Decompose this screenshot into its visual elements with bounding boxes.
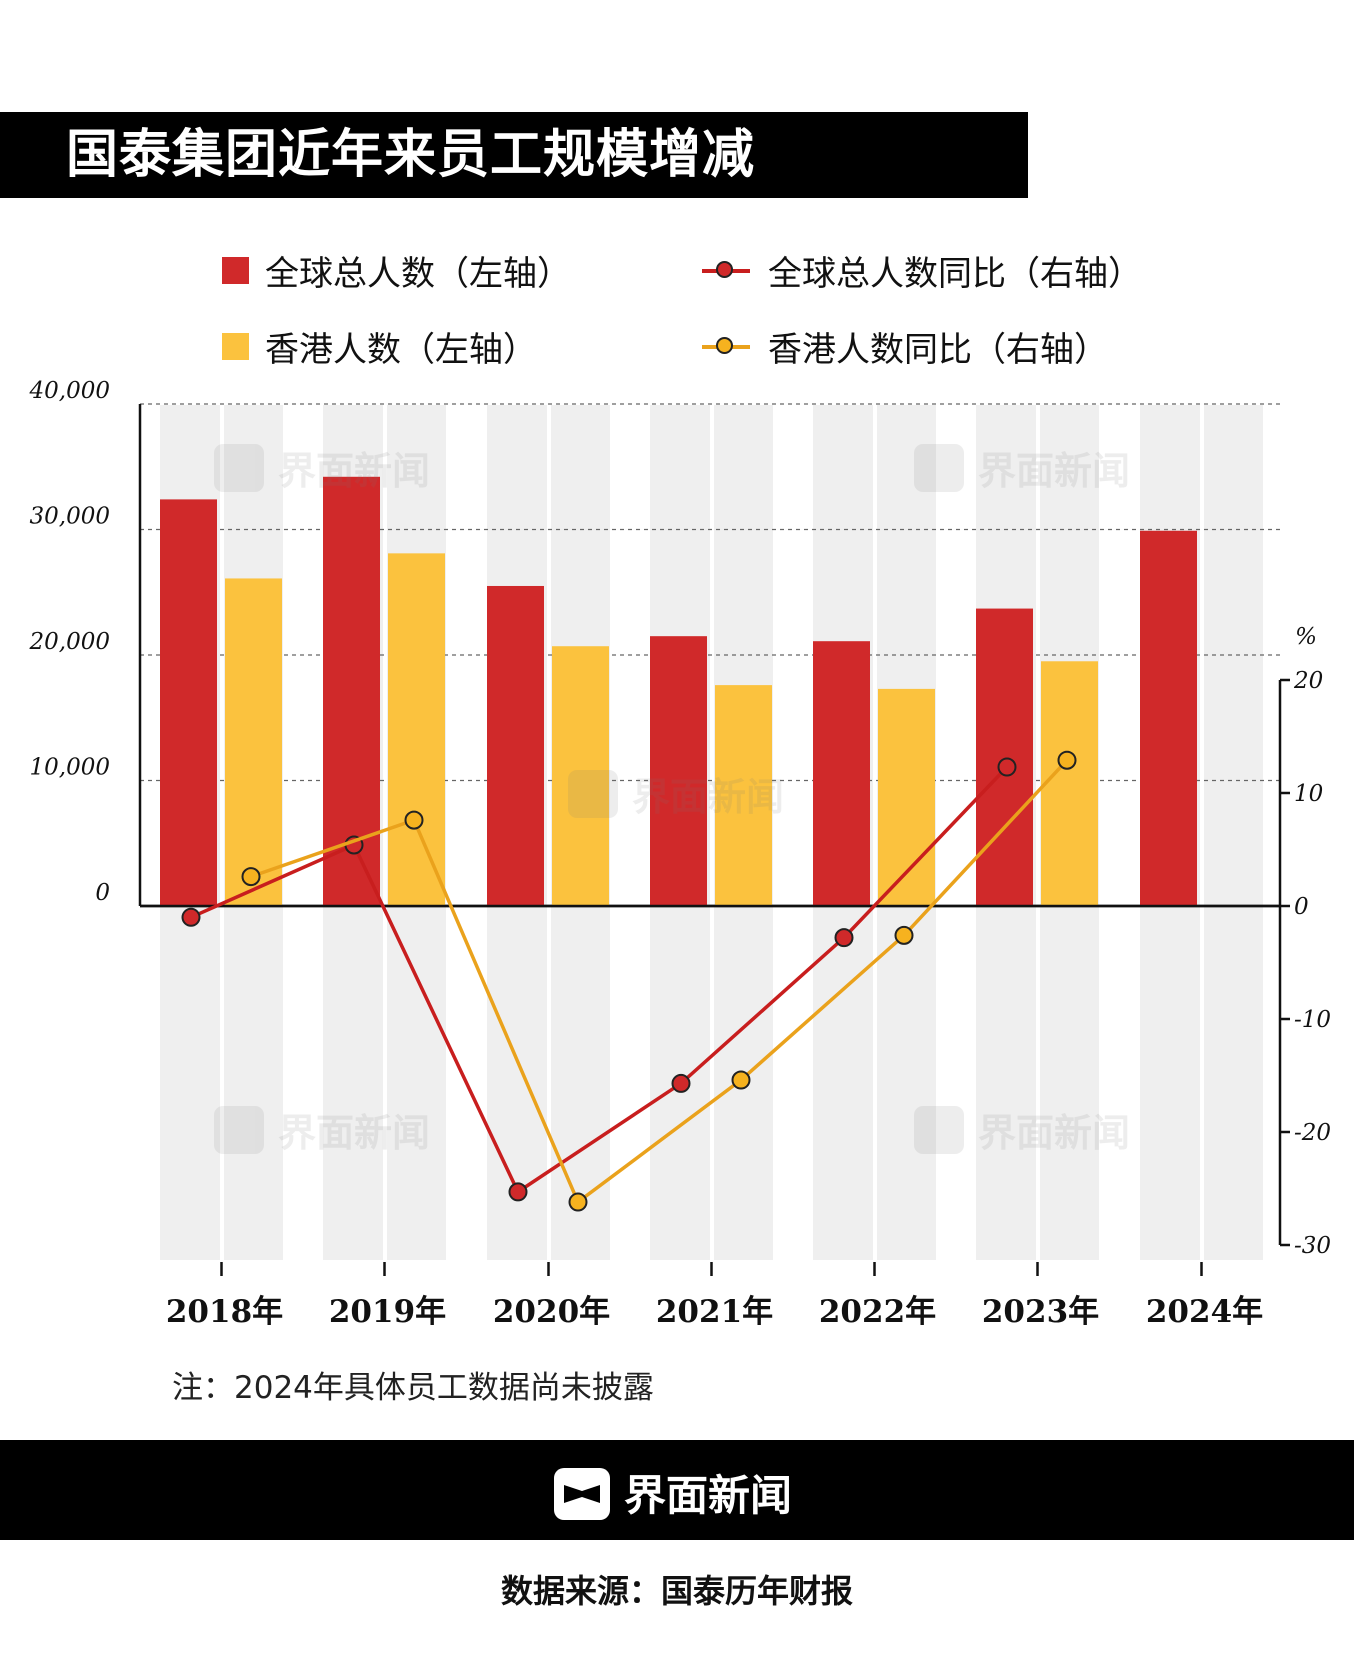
footnote: 注：2024年具体员工数据尚未披露 <box>172 1370 654 1406</box>
band-divider <box>873 405 877 1260</box>
title-bar: 国泰集团近年来员工规模增减 <box>0 112 1028 198</box>
point-hk-yoy <box>568 1192 588 1212</box>
right-tick-label: -30 <box>1294 1233 1331 1259</box>
watermark-logo-icon <box>914 1105 964 1154</box>
legend-hk: 香港人数（左轴） <box>222 322 537 371</box>
legend-label-hk: 香港人数（左轴） <box>265 330 537 370</box>
right-tick-label: -10 <box>1294 1007 1331 1033</box>
x-tick-label: 2021年 <box>656 1294 773 1330</box>
point-global-yoy <box>671 1073 691 1093</box>
x-tick-label: 2018年 <box>166 1294 283 1330</box>
band-divider <box>383 405 387 1260</box>
chart-area: 0 10,000 20,000 30,000 40,000 20 10 0 -10 -20 -30%… <box>29 380 1332 1330</box>
point-global-yoy <box>181 907 201 927</box>
left-tick-label: 40,000 <box>29 380 110 404</box>
footer-bar: 界面新闻 <box>0 1440 1354 1540</box>
legend-global-yoy: 全球总人数同比（右轴） <box>702 246 1142 295</box>
legend-marker-global-yoy <box>702 257 750 285</box>
watermark-2: 界面新闻 <box>914 440 1130 495</box>
x-tick-label: 2023年 <box>982 1294 1099 1330</box>
point-global-yoy <box>997 757 1017 777</box>
watermark-logo-icon <box>568 769 618 818</box>
right-tick-label: 10 <box>1294 781 1323 807</box>
bar-global <box>1140 530 1197 906</box>
watermark-4: 界面新闻 <box>214 1102 430 1157</box>
legend-marker-hk-yoy <box>702 333 750 361</box>
brand-logo-icon <box>554 1468 610 1520</box>
watermark-logo-icon <box>214 1105 264 1154</box>
x-tick-label: 2019年 <box>329 1294 446 1330</box>
line-hk-yoy <box>250 759 1069 1205</box>
point-global-yoy <box>834 928 854 948</box>
watermark-1: 界面新闻 <box>214 440 430 495</box>
band-divider <box>1200 405 1204 1260</box>
legend-swatch-hk <box>222 333 249 360</box>
point-hk-yoy <box>1057 750 1077 770</box>
point-global-yoy <box>508 1182 528 1202</box>
data-source: 数据来源：国泰历年财报 <box>500 1572 853 1610</box>
bar-global <box>160 499 217 906</box>
bar-global <box>650 636 707 906</box>
left-tick-label: 0 <box>95 880 110 906</box>
left-tick-label: 30,000 <box>30 504 110 530</box>
point-hk-yoy <box>731 1070 751 1090</box>
right-tick-label: -20 <box>1294 1120 1331 1146</box>
legend-swatch-global <box>222 257 249 284</box>
left-tick-label: 10,000 <box>30 755 110 781</box>
band-divider <box>547 405 551 1260</box>
point-hk-yoy <box>894 925 914 945</box>
bar-global <box>976 608 1033 906</box>
watermark-5: 界面新闻 <box>914 1102 1130 1157</box>
left-tick-label: 20,000 <box>29 629 110 655</box>
point-hk-yoy <box>404 810 424 830</box>
watermark-logo-icon <box>214 443 264 492</box>
bar-hk <box>388 553 445 906</box>
band-divider <box>1036 405 1040 1260</box>
right-tick-label: 20 <box>1293 668 1323 694</box>
x-tick-label: 2022年 <box>819 1294 936 1330</box>
watermark-3: 界面新闻 <box>568 766 784 821</box>
legend-label-hk-yoy: 香港人数同比（右轴） <box>768 330 1108 370</box>
point-hk-yoy <box>241 867 261 887</box>
bar-hk <box>552 646 609 906</box>
legend-label-global: 全球总人数（左轴） <box>265 254 571 294</box>
legend-global: 全球总人数（左轴） <box>222 246 571 295</box>
bar-hk <box>225 578 282 906</box>
bar-global <box>487 585 544 906</box>
x-tick-label: 2020年 <box>493 1294 610 1330</box>
x-tick-label: 2024年 <box>1146 1294 1263 1330</box>
band-divider <box>710 405 714 1260</box>
band-divider <box>220 405 224 1260</box>
legend-label-global-yoy: 全球总人数同比（右轴） <box>768 254 1142 294</box>
bar-hk <box>715 685 772 906</box>
chart-title: 国泰集团近年来员工规模增减 <box>66 125 756 185</box>
legend-hk-yoy: 香港人数同比（右轴） <box>702 322 1108 371</box>
right-axis-unit: % <box>1295 624 1317 650</box>
watermark-logo-icon <box>914 443 964 492</box>
footer-brand: 界面新闻 <box>624 1471 793 1520</box>
bar-hk <box>1041 661 1098 906</box>
bar-global <box>813 641 870 906</box>
line-global-yoy <box>190 765 1009 1195</box>
right-tick-label: 0 <box>1294 894 1309 920</box>
